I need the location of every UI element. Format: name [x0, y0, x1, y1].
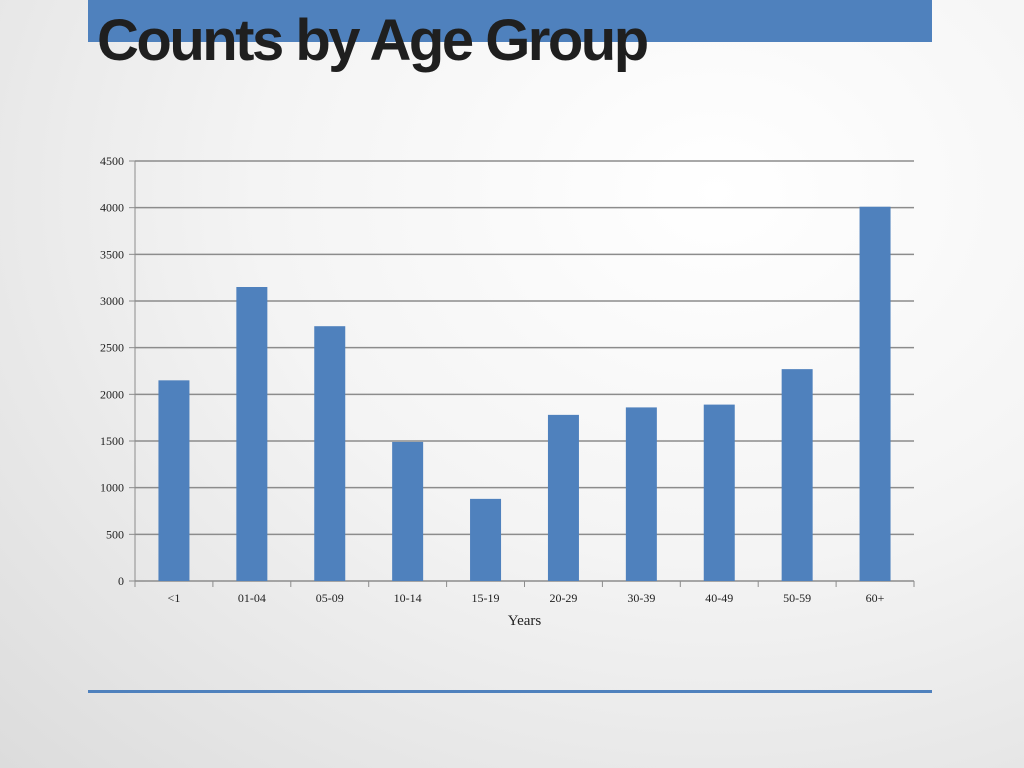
y-tick-label: 500 — [106, 527, 124, 541]
x-tick-label: 05-09 — [316, 591, 344, 605]
x-axis-label: Years — [508, 613, 542, 629]
bar — [625, 407, 657, 581]
x-tick-label: <1 — [168, 591, 181, 605]
y-tick-label: 2000 — [100, 387, 124, 401]
bar — [158, 380, 190, 581]
bar — [703, 404, 735, 581]
y-tick-label: 3500 — [100, 247, 124, 261]
x-tick-label: 50-59 — [783, 591, 811, 605]
x-tick-label: 01-04 — [238, 591, 266, 605]
y-tick-label: 0 — [118, 574, 124, 588]
y-tick-label: 1500 — [100, 434, 124, 448]
bar — [547, 414, 579, 581]
bar — [859, 206, 891, 581]
slide-title: Counts by Age Group — [97, 8, 649, 73]
y-tick-label: 4000 — [100, 201, 124, 215]
bar — [470, 498, 502, 581]
x-tick-label: 15-19 — [472, 591, 500, 605]
bar — [781, 369, 813, 581]
y-tick-label: 1000 — [100, 481, 124, 495]
y-tick-label: 2500 — [100, 341, 124, 355]
x-tick-label: 30-39 — [627, 591, 655, 605]
y-tick-label: 4500 — [100, 154, 124, 168]
bar — [236, 287, 268, 581]
bar — [314, 326, 346, 581]
x-tick-label: 60+ — [866, 591, 885, 605]
title-accent-bar — [88, 0, 932, 42]
x-tick-label: 40-49 — [705, 591, 733, 605]
bottom-divider — [88, 690, 932, 693]
x-tick-label: 10-14 — [394, 591, 422, 605]
y-tick-label: 3000 — [100, 294, 124, 308]
x-tick-label: 20-29 — [549, 591, 577, 605]
bar — [392, 441, 424, 581]
